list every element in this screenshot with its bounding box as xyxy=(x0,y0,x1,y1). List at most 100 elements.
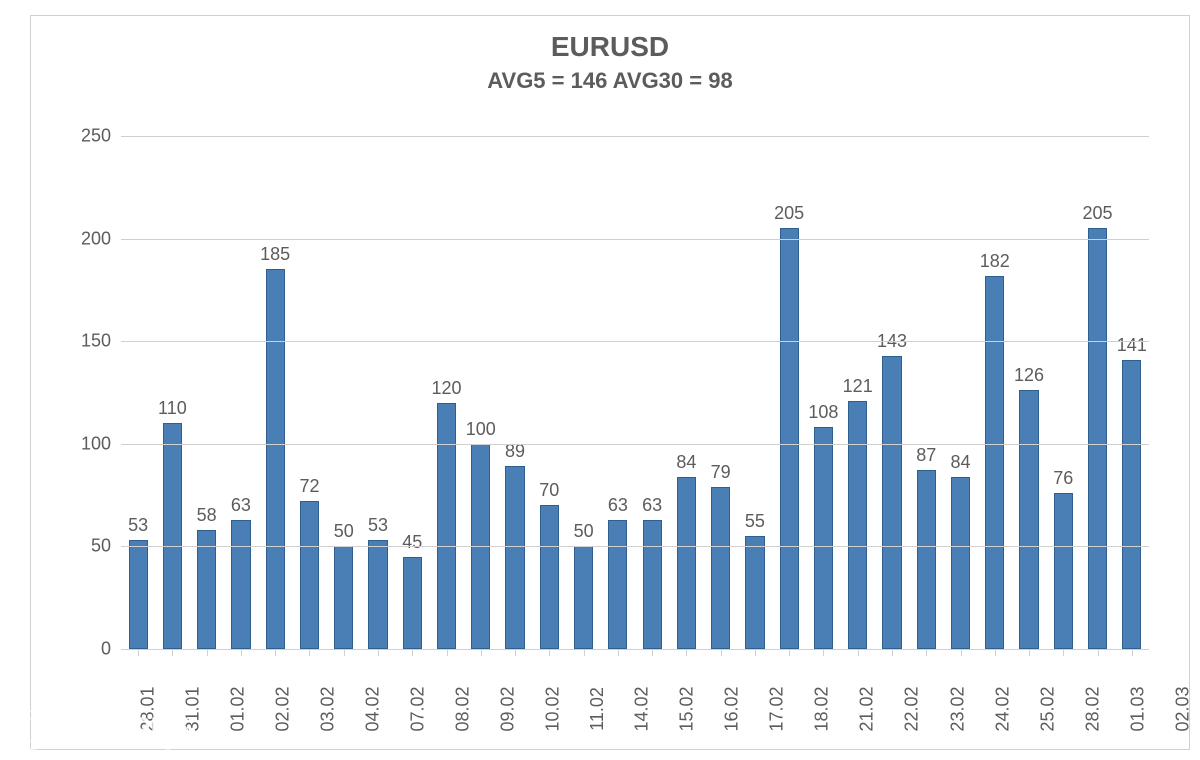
bar xyxy=(266,269,285,649)
bar-group: 72 xyxy=(292,136,326,649)
avg30-label: AVG30 = xyxy=(607,68,708,93)
x-tick xyxy=(344,649,345,656)
bar xyxy=(129,540,148,649)
bar-group: 63 xyxy=(601,136,635,649)
y-tick-label: 100 xyxy=(65,433,111,454)
x-tick xyxy=(755,649,756,656)
x-tick-label: 02.03 xyxy=(1172,686,1200,731)
bar xyxy=(951,477,970,649)
y-tick-label: 250 xyxy=(65,126,111,147)
bar-group: 84 xyxy=(943,136,977,649)
bar-value-label: 55 xyxy=(745,511,765,532)
x-tick xyxy=(584,649,585,656)
bar-group: 76 xyxy=(1046,136,1080,649)
x-tick xyxy=(1098,649,1099,656)
bar xyxy=(780,228,799,649)
bar-group: 108 xyxy=(806,136,840,649)
bar xyxy=(1122,360,1141,649)
x-tick xyxy=(1063,649,1064,656)
bar-value-label: 79 xyxy=(711,462,731,483)
y-tick-label: 150 xyxy=(65,331,111,352)
watermark-logo-icon xyxy=(12,710,52,750)
bar-group: 63 xyxy=(224,136,258,649)
bar-value-label: 87 xyxy=(916,445,936,466)
bar-group: 79 xyxy=(704,136,738,649)
bar xyxy=(574,546,593,649)
bar-group: 120 xyxy=(429,136,463,649)
bar xyxy=(1019,390,1038,649)
bar xyxy=(505,466,524,649)
bar-value-label: 53 xyxy=(128,515,148,536)
y-tick-label: 50 xyxy=(65,536,111,557)
x-tick xyxy=(378,649,379,656)
bar xyxy=(814,427,833,649)
x-tick xyxy=(172,649,173,656)
bar-group: 121 xyxy=(841,136,875,649)
bar-group: 84 xyxy=(669,136,703,649)
x-tick xyxy=(515,649,516,656)
gridline xyxy=(121,136,1149,137)
gridline xyxy=(121,444,1149,445)
x-tick xyxy=(618,649,619,656)
bar xyxy=(608,520,627,649)
gridline xyxy=(121,239,1149,240)
bar-value-label: 70 xyxy=(539,480,559,501)
bar xyxy=(848,401,867,649)
bar xyxy=(437,403,456,649)
bar xyxy=(334,546,353,649)
bar-value-label: 84 xyxy=(950,452,970,473)
x-tick xyxy=(549,649,550,656)
bar-group: 58 xyxy=(190,136,224,649)
x-tick xyxy=(207,649,208,656)
x-tick xyxy=(309,649,310,656)
x-tick xyxy=(995,649,996,656)
bar-group: 141 xyxy=(1115,136,1149,649)
bar xyxy=(163,423,182,649)
bars-region: 5311058631857250534512010089705063638479… xyxy=(121,136,1149,649)
bar-value-label: 53 xyxy=(368,515,388,536)
bar-value-label: 182 xyxy=(980,251,1010,272)
x-tick xyxy=(241,649,242,656)
bar-group: 143 xyxy=(875,136,909,649)
y-tick-label: 200 xyxy=(65,228,111,249)
bar xyxy=(917,470,936,649)
x-tick xyxy=(926,649,927,656)
chart-container: EURUSD AVG5 = 146 AVG30 = 98 53110586318… xyxy=(30,15,1190,750)
bar-group: 70 xyxy=(532,136,566,649)
x-tick xyxy=(275,649,276,656)
bar-group: 182 xyxy=(978,136,1012,649)
bar xyxy=(745,536,764,649)
x-tick xyxy=(858,649,859,656)
x-tick xyxy=(721,649,722,656)
bar xyxy=(368,540,387,649)
bar-group: 126 xyxy=(1012,136,1046,649)
bar-value-label: 58 xyxy=(197,505,217,526)
bar-value-label: 63 xyxy=(231,495,251,516)
chart-title: EURUSD xyxy=(31,16,1189,63)
bar xyxy=(677,477,696,649)
x-tick xyxy=(961,649,962,656)
watermark-tagline: Instant Forex Trading xyxy=(58,738,190,750)
bar xyxy=(985,276,1004,649)
bar-group: 205 xyxy=(772,136,806,649)
bar xyxy=(403,557,422,649)
bar xyxy=(231,520,250,649)
bar-value-label: 121 xyxy=(843,376,873,397)
bar-value-label: 100 xyxy=(466,419,496,440)
bar-value-label: 126 xyxy=(1014,365,1044,386)
bar-group: 205 xyxy=(1080,136,1114,649)
bar-group: 53 xyxy=(361,136,395,649)
bar-value-label: 84 xyxy=(676,452,696,473)
bar-value-label: 63 xyxy=(642,495,662,516)
bar-value-label: 205 xyxy=(774,203,804,224)
bar xyxy=(643,520,662,649)
x-tick xyxy=(1029,649,1030,656)
bar xyxy=(197,530,216,649)
x-tick xyxy=(652,649,653,656)
bar-group: 50 xyxy=(327,136,361,649)
avg5-label: AVG5 = xyxy=(487,68,570,93)
bar-group: 63 xyxy=(635,136,669,649)
avg5-value: 146 xyxy=(571,68,608,93)
bar-group: 89 xyxy=(498,136,532,649)
x-tick xyxy=(892,649,893,656)
